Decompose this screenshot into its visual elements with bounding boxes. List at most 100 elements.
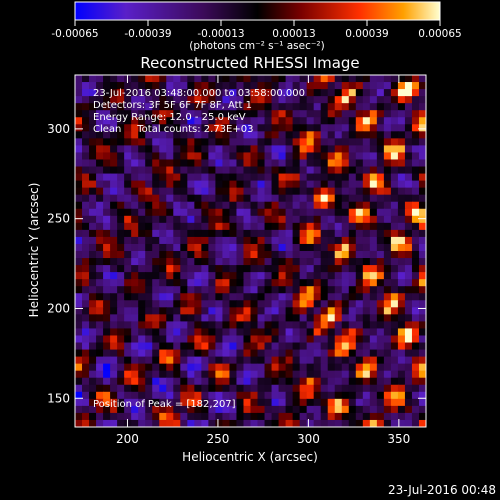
heatmap-cell — [152, 138, 160, 146]
heatmap-cell — [166, 286, 174, 294]
heatmap-cell — [327, 419, 336, 427]
heatmap-cell — [418, 110, 426, 118]
heatmap-cell — [201, 272, 209, 280]
heatmap-cell — [89, 131, 97, 139]
heatmap-cell — [222, 293, 231, 301]
heatmap-cell — [334, 194, 343, 203]
heatmap-cell — [292, 138, 301, 146]
heatmap-cell — [285, 138, 294, 146]
heatmap-cell — [348, 75, 357, 83]
heatmap-cell — [173, 152, 181, 161]
heatmap-cell — [159, 419, 167, 427]
heatmap-cell — [404, 236, 413, 245]
heatmap-cell — [334, 236, 343, 245]
heatmap-cell — [201, 279, 209, 287]
heatmap-cell — [334, 419, 343, 427]
heatmap-cell — [264, 391, 273, 400]
heatmap-cell — [376, 166, 385, 175]
heatmap-cell — [173, 166, 181, 175]
heatmap-cell — [320, 229, 329, 238]
heatmap-cell — [138, 419, 146, 427]
heatmap-cell — [306, 187, 315, 196]
heatmap-cell — [166, 300, 174, 308]
heatmap-cell — [194, 391, 202, 400]
heatmap-cell — [369, 293, 378, 301]
heatmap-cell — [320, 208, 329, 217]
heatmap-cell — [131, 124, 139, 132]
annotation-block: 23-Jul-2016 03:48:00.000 to 03:58:00.000… — [93, 88, 305, 135]
heatmap-cell — [320, 145, 329, 154]
heatmap-cell — [348, 384, 357, 393]
heatmap-cell — [327, 180, 336, 189]
heatmap-cell — [152, 356, 160, 365]
heatmap-cell — [327, 152, 336, 161]
heatmap-cell — [264, 384, 273, 393]
heatmap-cell — [96, 384, 104, 393]
heatmap-cell — [173, 173, 181, 182]
heatmap-cell — [306, 159, 315, 168]
heatmap-cell — [362, 293, 371, 301]
heatmap-cell — [418, 96, 426, 104]
heatmap-cell — [187, 131, 195, 139]
heatmap-cell — [180, 103, 188, 111]
heatmap-cell — [103, 335, 111, 344]
heatmap-cell — [180, 194, 188, 203]
heatmap-cell — [82, 405, 90, 414]
heatmap-cell — [222, 363, 231, 372]
heatmap-cell — [75, 124, 83, 132]
heatmap-cell — [355, 370, 364, 379]
heatmap-cell — [110, 370, 118, 379]
heatmap-cell — [145, 335, 153, 344]
heatmap-cell — [229, 222, 238, 231]
heatmap-cell — [103, 159, 111, 168]
heatmap-cell — [131, 384, 139, 393]
heatmap-cell — [271, 96, 280, 104]
heatmap-cell — [334, 166, 343, 175]
heatmap-cell — [383, 215, 392, 224]
heatmap-cell — [194, 89, 202, 97]
heatmap-cell — [89, 159, 97, 168]
annotation-detectors: Detectors: 3F 5F 6F 7F 8F, Att 1 — [93, 100, 252, 111]
heatmap-cell — [82, 265, 90, 273]
heatmap-cell — [278, 328, 287, 337]
heatmap-cell — [334, 391, 343, 400]
heatmap-cell — [201, 342, 209, 351]
heatmap-cell — [250, 342, 259, 351]
heatmap-cell — [124, 166, 132, 175]
heatmap-cell — [299, 342, 308, 351]
heatmap-cell — [222, 82, 231, 90]
heatmap-cell — [341, 335, 350, 344]
heatmap-cell — [355, 412, 364, 421]
heatmap-cell — [180, 145, 188, 154]
heatmap-cell — [341, 187, 350, 196]
heatmap-cell — [124, 272, 132, 280]
heatmap-cell — [306, 370, 315, 379]
heatmap-cell — [278, 384, 287, 393]
heatmap-cell — [222, 300, 231, 308]
colorbar-gradient — [74, 1, 441, 21]
heatmap-cell — [124, 405, 132, 414]
heatmap-cell — [201, 215, 209, 224]
heatmap-cell — [138, 356, 146, 365]
heatmap-cell — [180, 131, 188, 139]
heatmap-cell — [299, 335, 308, 344]
heatmap-cell — [285, 384, 294, 393]
heatmap-cell — [278, 159, 287, 168]
heatmap-cell — [103, 89, 111, 97]
heatmap-cell — [82, 286, 90, 294]
heatmap-cell — [180, 82, 188, 90]
heatmap-cell — [159, 377, 167, 386]
heatmap-cell — [341, 286, 350, 294]
heatmap-cell — [89, 419, 97, 427]
heatmap-cell — [404, 265, 413, 273]
heatmap-cell — [264, 159, 273, 168]
heatmap-cell — [306, 307, 315, 315]
heatmap-cell — [89, 117, 97, 125]
heatmap-cell — [159, 258, 167, 266]
heatmap-cell — [264, 138, 273, 146]
heatmap-cell — [264, 321, 273, 330]
heatmap-cell — [306, 145, 315, 154]
heatmap-cell — [355, 236, 364, 245]
heatmap-cell — [418, 405, 426, 414]
heatmap-cell — [131, 349, 139, 358]
